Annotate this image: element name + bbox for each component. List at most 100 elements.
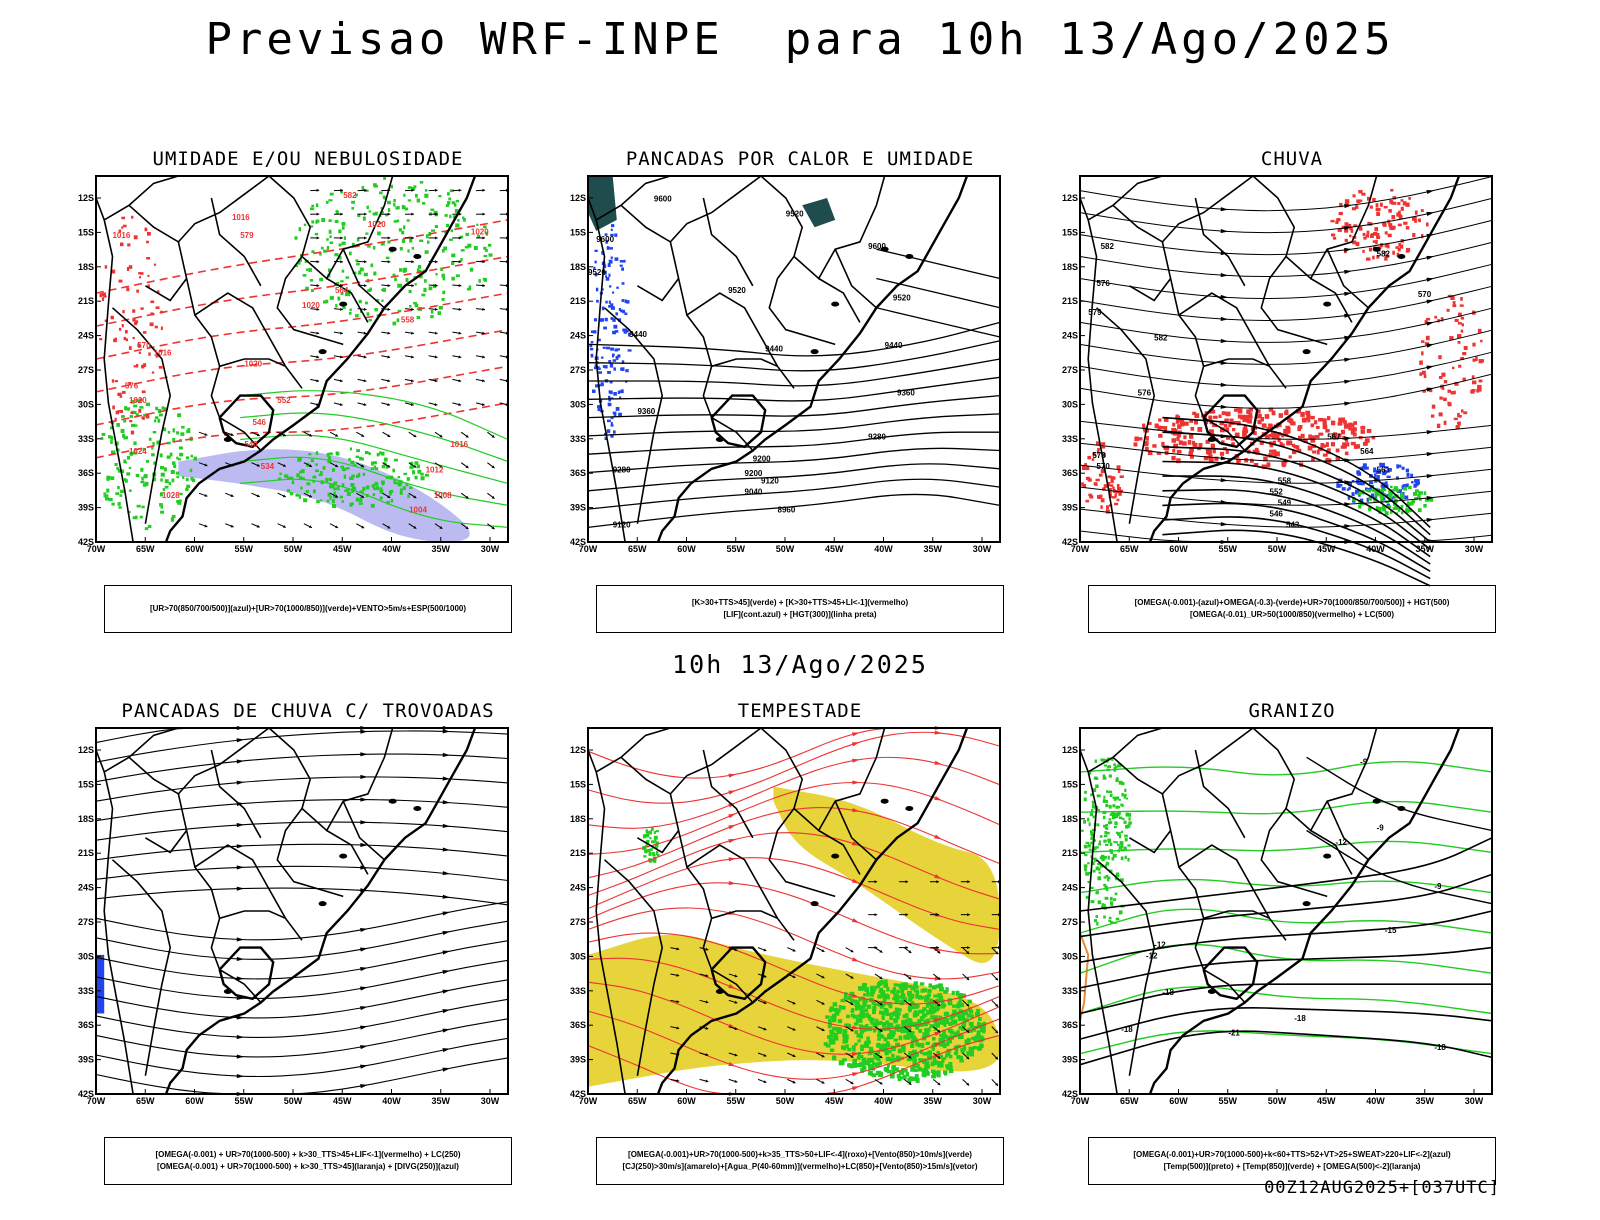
lon-tick-label: 30W bbox=[1465, 1096, 1484, 1106]
legend-line: [LIF](cont.azul) + [HGT(300)](linha pret… bbox=[723, 609, 876, 621]
contour-label: 1020 bbox=[302, 301, 320, 310]
lat-tick-label: 18S bbox=[78, 814, 94, 824]
humidity-high-level-area bbox=[178, 449, 469, 542]
lon-tick-label: 60W bbox=[677, 1096, 696, 1106]
omega-area bbox=[1080, 933, 1088, 1021]
lat-tick-label: 21S bbox=[78, 296, 94, 306]
contour-label: 564 bbox=[1360, 447, 1374, 456]
contour-label: -18 bbox=[1434, 1043, 1446, 1052]
contour-label: 579 bbox=[240, 231, 254, 240]
contour-label: 582 bbox=[1154, 334, 1168, 343]
contour-label: 9440 bbox=[885, 341, 903, 350]
lake bbox=[1323, 302, 1331, 307]
contour-label: 546 bbox=[1270, 509, 1284, 518]
map-frame bbox=[588, 176, 1000, 542]
lon-tick-label: 45W bbox=[825, 1096, 844, 1106]
lat-tick-label: 36S bbox=[1062, 468, 1078, 478]
state-border bbox=[1088, 728, 1162, 772]
legend-line: [OMEGA(-0.001) + UR>70(1000-500) + k>30_… bbox=[157, 1161, 459, 1173]
state-border bbox=[596, 728, 670, 772]
lon-tick-label: 70W bbox=[1071, 1096, 1090, 1106]
state-border bbox=[343, 801, 384, 860]
legend-line: [CJ(250)>30m/s](amarelo)+[Agua_P(40-60mm… bbox=[622, 1161, 977, 1173]
lat-tick-label: 33S bbox=[1062, 434, 1078, 444]
contour-label: 9280 bbox=[613, 465, 631, 474]
state-border bbox=[761, 176, 885, 279]
state-border bbox=[195, 293, 302, 388]
lon-tick-label: 60W bbox=[185, 1096, 204, 1106]
lon-tick-label: 70W bbox=[87, 544, 106, 554]
lake bbox=[1373, 799, 1381, 804]
contour-label: 8960 bbox=[778, 506, 796, 515]
state-border bbox=[1253, 728, 1377, 831]
lon-tick-label: 60W bbox=[1169, 1096, 1188, 1106]
state-border bbox=[1204, 359, 1270, 366]
contour-label: -15 bbox=[1385, 926, 1397, 935]
contour-label: 564 bbox=[335, 286, 349, 295]
state-border bbox=[637, 279, 678, 301]
lon-tick-label: 55W bbox=[1218, 544, 1237, 554]
lat-tick-label: 12S bbox=[570, 745, 586, 755]
lake bbox=[811, 901, 819, 906]
lon-tick-label: 65W bbox=[1120, 544, 1139, 554]
state-border bbox=[769, 257, 835, 345]
state-border bbox=[819, 279, 860, 323]
geography bbox=[96, 728, 475, 1094]
lat-tick-label: 27S bbox=[1062, 365, 1078, 375]
contour-label: 1020 bbox=[368, 220, 386, 229]
contour-label: 546 bbox=[253, 418, 267, 427]
lat-tick-label: 15S bbox=[78, 227, 94, 237]
contour-label: 9520 bbox=[588, 268, 606, 277]
contour-label: 552 bbox=[277, 396, 291, 405]
panel-title: PANCADAS POR CALOR E UMIDADE bbox=[580, 148, 1020, 170]
contour-label: 9360 bbox=[637, 407, 655, 416]
panel-legend: [K>30+TTS>45](verde) + [K>30+TTS>45+LI<-… bbox=[596, 585, 1004, 633]
lat-tick-label: 12S bbox=[570, 193, 586, 203]
legend-line: [K>30+TTS>45](verde) + [K>30+TTS>45+LI<-… bbox=[692, 597, 908, 609]
lon-tick-label: 50W bbox=[776, 544, 795, 554]
contour-label: 558 bbox=[1278, 476, 1292, 485]
lat-tick-label: 27S bbox=[1062, 917, 1078, 927]
lat-tick-label: 30S bbox=[78, 951, 94, 961]
panel-granizo: GRANIZO -9-12-9-9-12-15-12-18-18-18-21-1… bbox=[1072, 700, 1512, 1220]
lon-tick-label: 65W bbox=[136, 1096, 155, 1106]
lake bbox=[881, 799, 889, 804]
lat-tick-label: 24S bbox=[1062, 883, 1078, 893]
lon-tick-label: 65W bbox=[136, 544, 155, 554]
lon-tick-label: 55W bbox=[234, 544, 253, 554]
map-granizo: -9-12-9-9-12-15-12-18-18-18-21-1812S15S1… bbox=[1072, 722, 1512, 1112]
lon-tick-label: 55W bbox=[1218, 1096, 1237, 1106]
lon-tick-label: 35W bbox=[923, 544, 942, 554]
contour-label: 1004 bbox=[409, 506, 427, 515]
lon-tick-label: 40W bbox=[382, 1096, 401, 1106]
lake bbox=[811, 349, 819, 354]
lat-tick-label: 21S bbox=[570, 296, 586, 306]
lat-tick-label: 18S bbox=[570, 262, 586, 272]
lat-tick-label: 18S bbox=[1062, 262, 1078, 272]
contour-label: 570 bbox=[1096, 462, 1110, 471]
lon-tick-label: 55W bbox=[234, 1096, 253, 1106]
lon-tick-label: 45W bbox=[333, 544, 352, 554]
lon-tick-label: 45W bbox=[1317, 544, 1336, 554]
panel-legend: [OMEGA(-0.001)+UR>70(1000-500)+k<60+TTS>… bbox=[1088, 1137, 1496, 1185]
map-umidade: 1016101610201020102010161020102010161024… bbox=[88, 170, 528, 560]
lat-tick-label: 36S bbox=[570, 1020, 586, 1030]
panel-legend: [OMEGA(-0.001) + UR>70(1000-500) + k>30_… bbox=[104, 1137, 512, 1185]
contour-label: -18 bbox=[1162, 988, 1174, 997]
contour-label: 9120 bbox=[613, 520, 631, 529]
contour-label: 1012 bbox=[426, 465, 444, 474]
lat-tick-label: 33S bbox=[570, 986, 586, 996]
lat-tick-label: 21S bbox=[1062, 848, 1078, 858]
lat-tick-label: 21S bbox=[1062, 296, 1078, 306]
contour-label: 9600 bbox=[596, 235, 614, 244]
contour-label: 543 bbox=[1286, 520, 1300, 529]
lon-tick-label: 65W bbox=[628, 544, 647, 554]
lon-tick-label: 70W bbox=[87, 1096, 106, 1106]
contour-label: 561 bbox=[1377, 465, 1391, 474]
lon-tick-label: 30W bbox=[481, 1096, 500, 1106]
lat-tick-label: 27S bbox=[78, 917, 94, 927]
contour-label: -18 bbox=[1294, 1014, 1306, 1023]
